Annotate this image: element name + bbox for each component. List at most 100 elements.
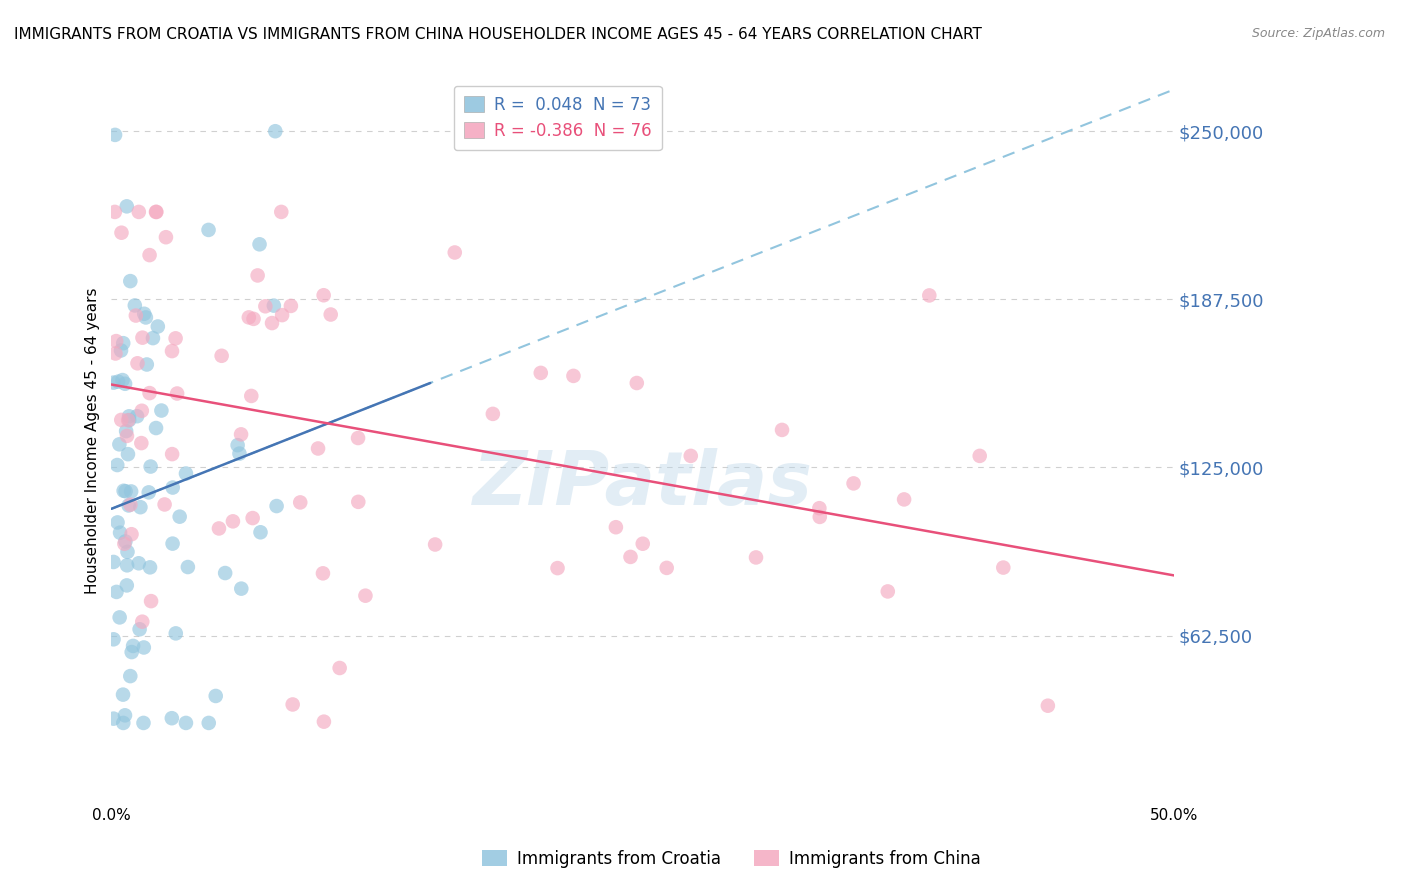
Point <box>631 537 654 551</box>
Point <box>547 561 569 575</box>
Point <box>115 558 138 573</box>
Point <box>114 708 136 723</box>
Point <box>117 413 139 427</box>
Point <box>150 403 173 417</box>
Point <box>120 498 142 512</box>
Point <box>246 268 269 283</box>
Point <box>103 555 125 569</box>
Point <box>228 447 250 461</box>
Point <box>238 310 260 325</box>
Text: Source: ZipAtlas.com: Source: ZipAtlas.com <box>1251 27 1385 40</box>
Point <box>112 715 135 730</box>
Point <box>893 492 915 507</box>
Point <box>1036 698 1059 713</box>
Point <box>222 514 245 528</box>
Point <box>270 205 292 219</box>
Point <box>103 376 125 390</box>
Point <box>128 556 150 570</box>
Point <box>112 336 135 351</box>
Point <box>319 308 342 322</box>
Point <box>138 248 160 262</box>
Point <box>260 316 283 330</box>
Point <box>131 436 153 450</box>
Point <box>103 712 125 726</box>
Point <box>562 368 585 383</box>
Point <box>312 566 335 581</box>
Point <box>120 274 142 288</box>
Point <box>876 584 898 599</box>
Point <box>347 495 370 509</box>
Point <box>842 476 865 491</box>
Point <box>145 205 167 219</box>
Point <box>174 467 197 481</box>
Point <box>329 661 352 675</box>
Point <box>745 550 768 565</box>
Point <box>114 484 136 499</box>
Point <box>104 346 127 360</box>
Point <box>231 582 253 596</box>
Point <box>114 376 136 391</box>
Point <box>139 594 162 608</box>
Point <box>129 500 152 515</box>
Point <box>125 409 148 424</box>
Text: ZIPatlas: ZIPatlas <box>472 448 813 521</box>
Point <box>174 715 197 730</box>
Point <box>249 525 271 540</box>
Point <box>115 578 138 592</box>
Point <box>135 358 157 372</box>
Point <box>165 331 187 345</box>
Point <box>264 124 287 138</box>
Point <box>131 331 153 345</box>
Point <box>122 639 145 653</box>
Point <box>162 536 184 550</box>
Point <box>254 299 277 313</box>
Point <box>131 615 153 629</box>
Point <box>127 356 149 370</box>
Point <box>139 459 162 474</box>
Point <box>110 343 132 358</box>
Point <box>112 688 135 702</box>
Point <box>655 561 678 575</box>
Point <box>120 669 142 683</box>
Point <box>145 421 167 435</box>
Point <box>134 307 156 321</box>
Point <box>347 431 370 445</box>
Point <box>312 288 335 302</box>
Point <box>197 715 219 730</box>
Point <box>115 424 138 438</box>
Point <box>115 199 138 213</box>
Legend: Immigrants from Croatia, Immigrants from China: Immigrants from Croatia, Immigrants from… <box>475 844 987 875</box>
Point <box>160 711 183 725</box>
Point <box>153 498 176 512</box>
Point <box>118 409 141 424</box>
Point <box>808 501 831 516</box>
Point <box>482 407 505 421</box>
Point <box>124 298 146 312</box>
Point <box>214 566 236 580</box>
Point <box>918 288 941 302</box>
Point <box>108 437 131 451</box>
Point <box>160 447 183 461</box>
Point <box>121 527 143 541</box>
Point <box>110 226 132 240</box>
Point <box>132 640 155 655</box>
Point <box>105 334 128 348</box>
Point <box>993 560 1015 574</box>
Point <box>107 516 129 530</box>
Point <box>120 484 142 499</box>
Point <box>132 715 155 730</box>
Legend: R =  0.048  N = 73, R = -0.386  N = 76: R = 0.048 N = 73, R = -0.386 N = 76 <box>454 86 662 150</box>
Point <box>530 366 553 380</box>
Point <box>605 520 627 534</box>
Point <box>139 560 162 574</box>
Point <box>177 560 200 574</box>
Point <box>115 429 138 443</box>
Point <box>135 310 157 325</box>
Point <box>169 509 191 524</box>
Point <box>312 714 335 729</box>
Point <box>354 589 377 603</box>
Point <box>117 447 139 461</box>
Point <box>969 449 991 463</box>
Point <box>105 458 128 472</box>
Point <box>626 376 648 390</box>
